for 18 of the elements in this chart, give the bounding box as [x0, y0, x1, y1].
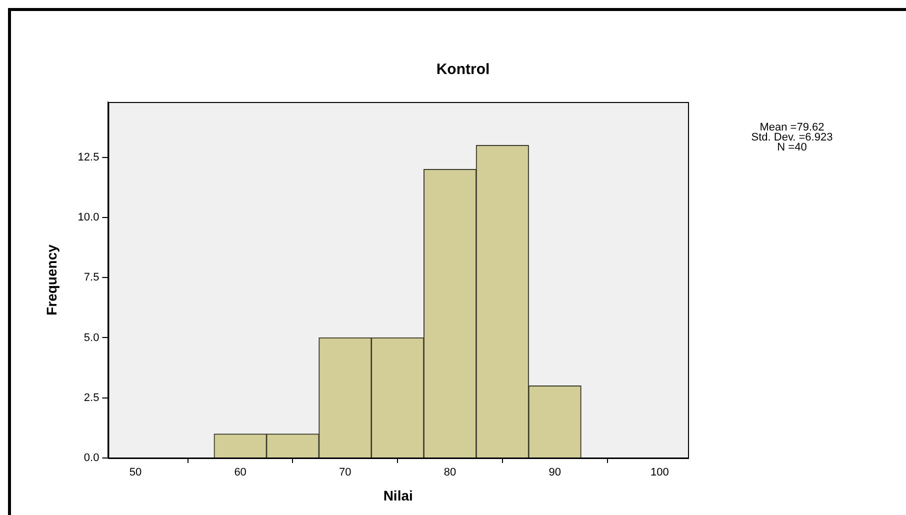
- y-axis-title: Frequency: [43, 244, 60, 316]
- y-tick-label: 2.5: [84, 392, 100, 404]
- x-tick-label: 100: [650, 466, 669, 479]
- y-tick-label: 12.5: [78, 151, 100, 164]
- y-tick-label: 5.0: [84, 332, 100, 344]
- x-tick-label: 90: [548, 466, 561, 479]
- chart-title: Kontrol: [436, 61, 490, 78]
- y-tick-label: 0.0: [84, 452, 100, 464]
- x-tick-label: 50: [129, 466, 142, 479]
- y-tick-label: 10.0: [78, 211, 100, 224]
- y-tick-label: 7.5: [84, 272, 100, 284]
- text: Mean =79.62: [760, 122, 824, 134]
- text: N =40: [777, 142, 807, 154]
- x-tick-label: 60: [234, 466, 246, 479]
- x-tick-label: 70: [339, 466, 352, 479]
- text: Std. Dev. =6.923: [751, 132, 833, 144]
- x-axis-title: Nilai: [383, 487, 413, 504]
- x-tick-label: 80: [444, 466, 456, 479]
